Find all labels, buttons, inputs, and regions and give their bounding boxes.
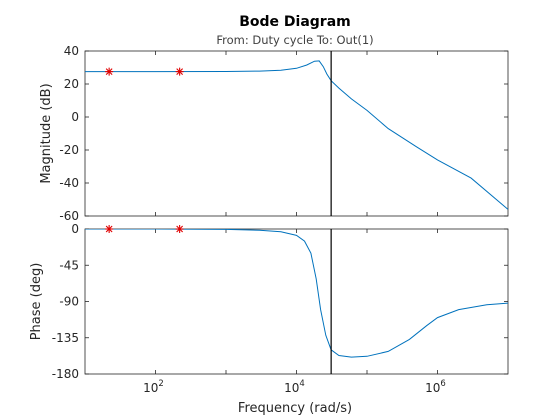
x-tick-label: 102: [143, 379, 164, 395]
magnitude-panel: 40 20 0 -20 -40 -60 Magnitude (dB): [39, 44, 509, 223]
phase-y-tick-label: 0: [71, 222, 79, 236]
magnitude-y-axis-label: Magnitude (dB): [39, 83, 54, 183]
magnitude-y-tick-label: 40: [64, 44, 79, 58]
phase-y-tick-label: -90: [59, 295, 79, 309]
magnitude-asterisk-marker: [105, 67, 114, 76]
phase-y-tick-label: -135: [52, 331, 79, 345]
magnitude-y-tick-label: -60: [59, 209, 79, 223]
x-tick-label: 104: [284, 379, 305, 395]
x-axis-label: Frequency (rad/s): [238, 401, 352, 416]
magnitude-axes-box: [84, 50, 509, 217]
phase-y-tick-label: -45: [59, 258, 79, 272]
phase-asterisk-marker: [175, 225, 184, 233]
magnitude-asterisk-marker: [175, 67, 184, 76]
chart-title: Bode Diagram: [239, 14, 351, 30]
phase-y-axis-label: Phase (deg): [29, 263, 44, 341]
phase-axes-box: [84, 228, 509, 375]
magnitude-curve: [85, 60, 508, 210]
phase-panel: 0 -45 -90 -135 -180 Phase (deg): [29, 222, 509, 381]
magnitude-y-tick-label: -40: [59, 176, 79, 190]
x-tick-label: 106: [425, 379, 446, 395]
magnitude-y-tick-label: 20: [64, 77, 79, 91]
magnitude-y-tick-label: 0: [71, 110, 79, 124]
phase-asterisk-marker: [105, 225, 114, 233]
chart-subtitle: From: Duty cycle To: Out(1): [216, 33, 373, 47]
magnitude-y-tick-label: -20: [59, 143, 79, 157]
phase-curve: [85, 229, 508, 358]
phase-y-tick-label: -180: [52, 367, 79, 381]
x-axis-tick-labels: 102 104 106: [143, 379, 446, 395]
